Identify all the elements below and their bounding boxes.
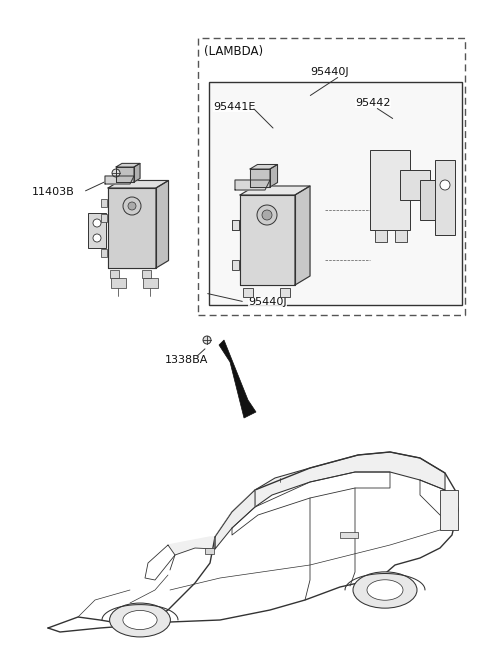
Bar bbox=[101, 249, 107, 257]
Text: 95440J: 95440J bbox=[310, 67, 348, 77]
Ellipse shape bbox=[353, 572, 417, 608]
Bar bbox=[370, 150, 410, 230]
Bar bbox=[280, 288, 290, 297]
Text: 95440J: 95440J bbox=[248, 297, 287, 307]
Polygon shape bbox=[240, 195, 295, 285]
Bar bbox=[198, 38, 465, 315]
Bar bbox=[243, 288, 253, 297]
Polygon shape bbox=[255, 452, 445, 507]
Polygon shape bbox=[134, 164, 140, 182]
Polygon shape bbox=[235, 180, 270, 190]
Bar bbox=[142, 270, 151, 278]
Polygon shape bbox=[240, 186, 310, 195]
Bar bbox=[435, 160, 455, 235]
Polygon shape bbox=[215, 490, 255, 549]
Circle shape bbox=[257, 205, 277, 225]
Polygon shape bbox=[108, 188, 156, 268]
Bar bbox=[88, 213, 106, 248]
Text: 95442: 95442 bbox=[355, 98, 391, 108]
Bar bbox=[143, 278, 158, 288]
Circle shape bbox=[123, 197, 141, 215]
Polygon shape bbox=[270, 164, 277, 187]
Bar bbox=[420, 180, 445, 220]
Polygon shape bbox=[219, 340, 256, 418]
Ellipse shape bbox=[123, 610, 157, 629]
Polygon shape bbox=[250, 169, 270, 187]
Bar bbox=[232, 220, 239, 230]
Bar bbox=[232, 260, 239, 270]
Polygon shape bbox=[156, 181, 168, 268]
Bar bbox=[110, 270, 119, 278]
Text: (LAMBDA): (LAMBDA) bbox=[204, 45, 263, 58]
Circle shape bbox=[93, 234, 101, 242]
Polygon shape bbox=[250, 164, 277, 169]
Polygon shape bbox=[116, 164, 140, 167]
Text: 11403B: 11403B bbox=[32, 187, 75, 197]
Circle shape bbox=[112, 169, 120, 177]
Ellipse shape bbox=[367, 579, 403, 600]
Bar bbox=[209, 82, 462, 305]
Bar bbox=[375, 230, 387, 242]
Bar bbox=[232, 220, 239, 230]
Bar bbox=[101, 214, 107, 222]
Text: 95441E: 95441E bbox=[213, 102, 255, 112]
Bar bbox=[440, 490, 458, 530]
Circle shape bbox=[203, 336, 211, 344]
Polygon shape bbox=[105, 176, 134, 184]
Bar bbox=[101, 199, 107, 207]
Polygon shape bbox=[108, 181, 168, 188]
Text: 1338BA: 1338BA bbox=[165, 355, 208, 365]
Bar bbox=[395, 230, 407, 242]
Bar bbox=[205, 548, 214, 554]
Circle shape bbox=[128, 202, 136, 210]
Circle shape bbox=[262, 210, 272, 220]
Circle shape bbox=[440, 180, 450, 190]
Ellipse shape bbox=[109, 603, 170, 637]
Bar bbox=[340, 532, 358, 538]
Polygon shape bbox=[168, 537, 215, 555]
Bar bbox=[400, 170, 430, 200]
Polygon shape bbox=[295, 186, 310, 285]
Circle shape bbox=[93, 219, 101, 227]
Bar bbox=[111, 278, 126, 288]
Polygon shape bbox=[116, 167, 134, 182]
